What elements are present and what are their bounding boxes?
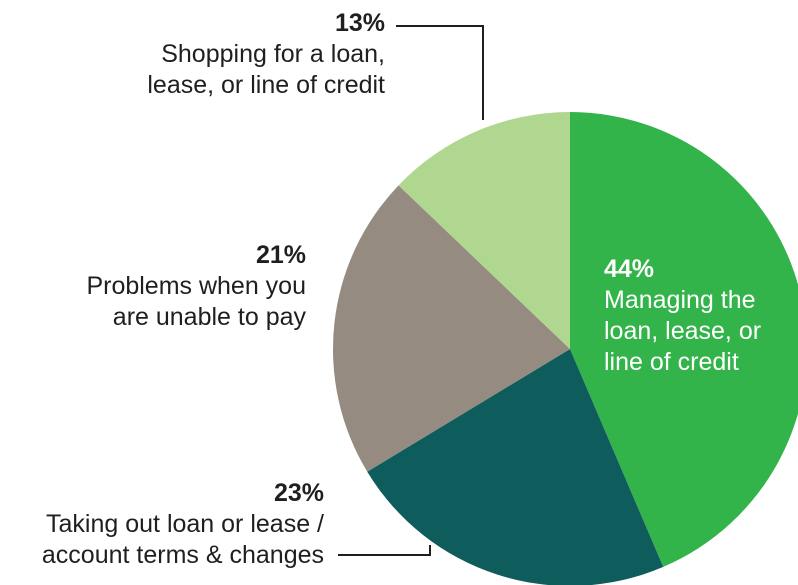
- slice-label-managing: 44% Managing the loan, lease, or line of…: [604, 254, 794, 378]
- slice-label-problems: 21% Problems when you are unable to pay: [6, 240, 306, 333]
- pie-slices: [332, 112, 798, 585]
- slice-value-taking: 23%: [273, 479, 324, 507]
- leader-line-taking: [338, 545, 431, 556]
- leader-line-shopping: [396, 25, 484, 120]
- leader-lines: [338, 25, 484, 556]
- pie-slice-taking: [367, 349, 664, 585]
- slice-name-taking: Taking out loan or lease / account terms…: [41, 510, 324, 569]
- slice-label-shopping: 13% Shopping for a loan, lease, or line …: [85, 8, 385, 101]
- pie-slice-problems: [332, 185, 570, 472]
- slice-value-managing: 44%: [604, 255, 655, 283]
- pie-slice-managing: [570, 112, 798, 567]
- slice-name-managing: Managing the loan, lease, or line of cre…: [604, 286, 762, 376]
- slice-name-problems: Problems when you are unable to pay: [86, 272, 306, 331]
- slice-name-shopping: Shopping for a loan, lease, or line of c…: [147, 40, 385, 99]
- slice-value-problems: 21%: [255, 241, 306, 269]
- pie-slice-shopping: [398, 112, 570, 349]
- slice-label-taking: 23% Taking out loan or lease / account t…: [0, 478, 324, 571]
- slice-value-shopping: 13%: [334, 9, 385, 37]
